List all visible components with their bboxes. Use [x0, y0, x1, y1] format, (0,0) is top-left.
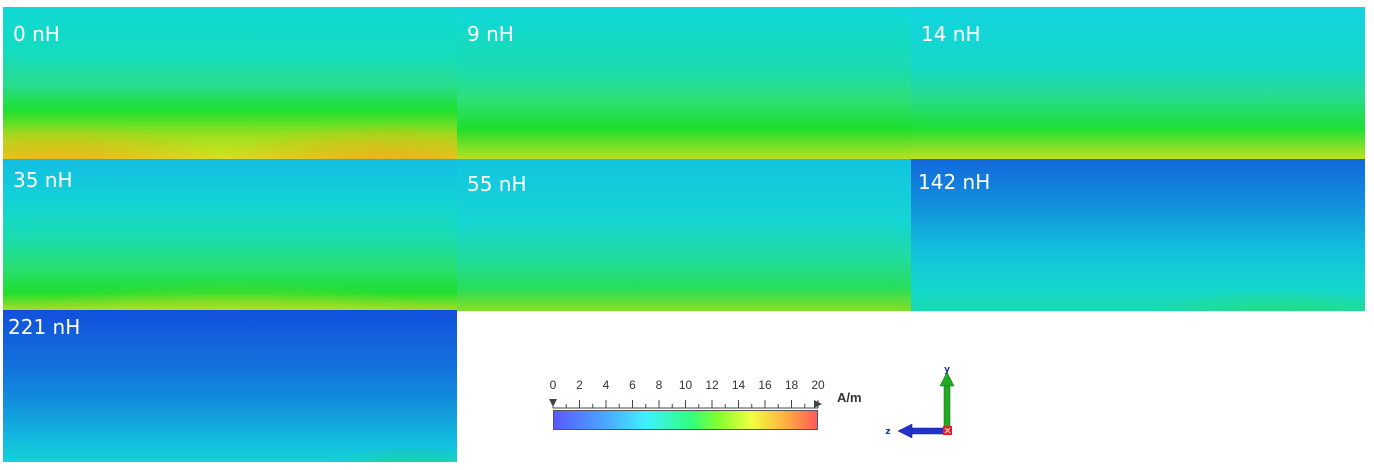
z-axis-arrowhead — [897, 423, 913, 439]
tick-label: 18 — [784, 378, 799, 392]
z-axis-label: z — [885, 427, 890, 437]
tick-label: 16 — [758, 378, 772, 392]
y-axis-arrowhead — [939, 371, 955, 387]
field-map-panel-0: 0 nH — [3, 7, 457, 159]
panel-label: 142 nH — [918, 170, 991, 194]
field-map-panel-14: 14 nH — [911, 7, 1365, 159]
field-map-panel-55: 55 nH — [457, 159, 911, 311]
panel-label: 0 nH — [13, 22, 60, 46]
y-axis-label: y — [944, 365, 950, 375]
z-axis-shaft — [909, 427, 947, 435]
field-map-panel-35: 35 nH — [3, 159, 457, 311]
colorbar-min-marker — [549, 399, 557, 407]
panel-label: 14 nH — [921, 22, 981, 46]
colorbar-tick-labels: 0 2 4 6 8 10 12 14 16 18 20 — [549, 378, 825, 392]
tick-label: 8 — [655, 378, 663, 392]
panel-label: 221 nH — [8, 315, 81, 339]
field-map-panel-221: 221 nH — [3, 310, 457, 462]
tick-label: 6 — [629, 378, 636, 392]
tick-label: 2 — [576, 378, 583, 392]
field-map-panel-142: 142 nH — [911, 159, 1365, 311]
panel-label: 9 nH — [467, 22, 514, 46]
tick-label: 0 — [549, 378, 557, 392]
x-axis-cross-icon — [944, 427, 951, 434]
panel-label: 55 nH — [467, 172, 527, 196]
tick-label: 20 — [811, 378, 825, 392]
colorbar-unit: A/m — [837, 390, 862, 405]
colorbar-max-marker — [814, 400, 822, 408]
panel-label: 35 nH — [13, 168, 73, 192]
colorbar-major-ticks — [552, 400, 819, 408]
field-map-panel-9: 9 nH — [457, 7, 911, 159]
tick-label: 14 — [731, 378, 746, 392]
tick-label: 12 — [705, 378, 719, 392]
colorbar — [553, 410, 818, 430]
tick-label: 4 — [602, 378, 610, 392]
tick-label: 10 — [678, 378, 693, 392]
y-axis-shaft — [943, 383, 951, 429]
colorbar-minor-ticks — [565, 404, 806, 408]
axis-triad: y z — [885, 365, 955, 439]
